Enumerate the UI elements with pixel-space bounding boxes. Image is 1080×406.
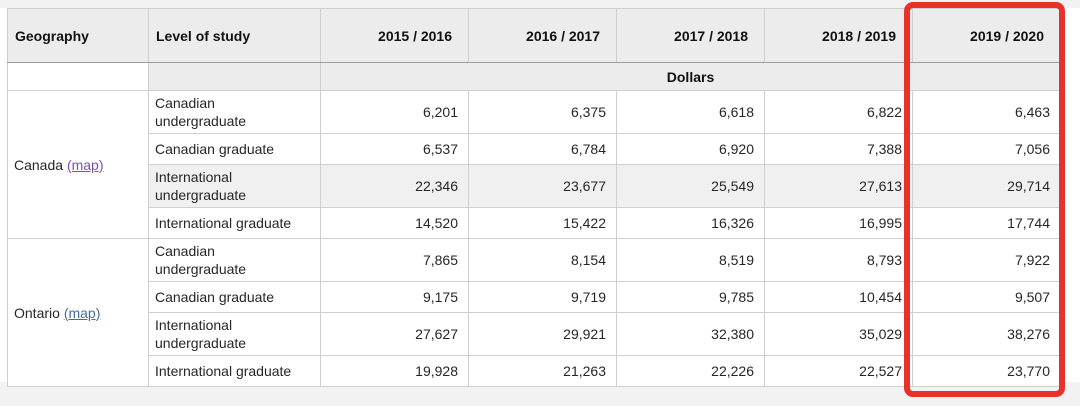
geography-cell-canada: Canada (map): [7, 90, 149, 239]
table-row: Canadian graduate 9,175 9,719 9,785 10,4…: [8, 281, 1061, 313]
value-cell: 6,822: [764, 90, 913, 134]
value-cell: 27,627: [320, 312, 469, 356]
level-cell: Canadian graduate: [148, 281, 321, 313]
canada-map-link[interactable]: (map): [66, 156, 104, 173]
value-cell: 32,380: [616, 312, 765, 356]
value-cell: 22,346: [320, 164, 469, 208]
geography-label: Canada: [14, 156, 64, 173]
value-cell: 9,175: [320, 281, 469, 313]
value-cell: 19,928: [320, 355, 469, 387]
value-cell: 16,326: [616, 207, 765, 239]
level-of-study-column-header: Level of study: [148, 8, 321, 63]
table-row: International undergraduate 22,346 23,67…: [8, 164, 1061, 208]
level-cell: Canadian undergraduate: [148, 90, 321, 134]
value-cell: 23,770: [912, 355, 1061, 387]
geography-cell-ontario: Ontario (map): [7, 238, 149, 387]
level-cell: Canadian graduate: [148, 133, 321, 165]
table-row: Ontario (map) Canadian undergraduate 7,8…: [7, 238, 1061, 387]
value-cell: 6,920: [616, 133, 765, 165]
table-row: International undergraduate 27,627 29,92…: [8, 312, 1061, 356]
level-cell: Canadian undergraduate: [148, 238, 321, 282]
value-cell: 8,519: [616, 238, 765, 282]
level-cell: International undergraduate: [148, 164, 321, 208]
value-cell: 35,029: [764, 312, 913, 356]
value-cell: 27,613: [764, 164, 913, 208]
value-cell: 6,618: [616, 90, 765, 134]
year-column-header-2019-2020: 2019 / 2020: [912, 8, 1061, 63]
value-cell: 7,388: [764, 133, 913, 165]
value-cell: 9,507: [912, 281, 1061, 313]
year-column-header-2016-2017: 2016 / 2017: [468, 8, 617, 63]
unit-row: Dollars: [7, 62, 1061, 91]
value-cell: 22,527: [764, 355, 913, 387]
value-cell: 6,375: [468, 90, 617, 134]
value-cell: 8,793: [764, 238, 913, 282]
value-cell: 21,263: [468, 355, 617, 387]
year-column-header-2015-2016: 2015 / 2016: [320, 8, 469, 63]
table-row: International graduate 14,520 15,422 16,…: [8, 207, 1061, 239]
value-cell: 22,226: [616, 355, 765, 387]
value-cell: 9,785: [616, 281, 765, 313]
value-cell: 9,719: [468, 281, 617, 313]
value-cell: 23,677: [468, 164, 617, 208]
year-column-header-2017-2018: 2017 / 2018: [616, 8, 765, 63]
value-cell: 25,549: [616, 164, 765, 208]
geography-column-header: Geography: [7, 8, 149, 63]
level-cell: International graduate: [148, 355, 321, 387]
value-cell: 6,784: [468, 133, 617, 165]
value-cell: 7,865: [320, 238, 469, 282]
table-row: International graduate 19,928 21,263 22,…: [8, 355, 1061, 387]
year-column-header-2018-2019: 2018 / 2019: [764, 8, 913, 63]
value-cell: 6,537: [320, 133, 469, 165]
ontario-map-link[interactable]: (map): [63, 304, 101, 321]
table-row: Canadian graduate 6,537 6,784 6,920 7,38…: [8, 133, 1061, 165]
value-cell: 7,922: [912, 238, 1061, 282]
value-cell: 7,056: [912, 133, 1061, 165]
value-cell: 29,714: [912, 164, 1061, 208]
value-cell: 6,463: [912, 90, 1061, 134]
value-cell: 10,454: [764, 281, 913, 313]
level-cell: International graduate: [148, 207, 321, 239]
table-row: Canada (map) Canadian undergraduate 6,20…: [7, 90, 1061, 239]
value-cell: 15,422: [468, 207, 617, 239]
value-cell: 17,744: [912, 207, 1061, 239]
geography-label: Ontario: [14, 304, 60, 321]
value-cell: 38,276: [912, 312, 1061, 356]
header-row: Geography Level of study 2015 / 2016 201…: [7, 8, 1061, 63]
value-cell: 29,921: [468, 312, 617, 356]
tuition-fees-table: Geography Level of study 2015 / 2016 201…: [7, 8, 1061, 387]
unit-row-geography-spacer: [7, 62, 149, 91]
value-cell: 14,520: [320, 207, 469, 239]
unit-row-level-spacer: [148, 62, 321, 91]
value-cell: 6,201: [320, 90, 469, 134]
value-cell: 16,995: [764, 207, 913, 239]
level-cell: International undergraduate: [148, 312, 321, 356]
unit-label: Dollars: [320, 62, 1061, 91]
value-cell: 8,154: [468, 238, 617, 282]
